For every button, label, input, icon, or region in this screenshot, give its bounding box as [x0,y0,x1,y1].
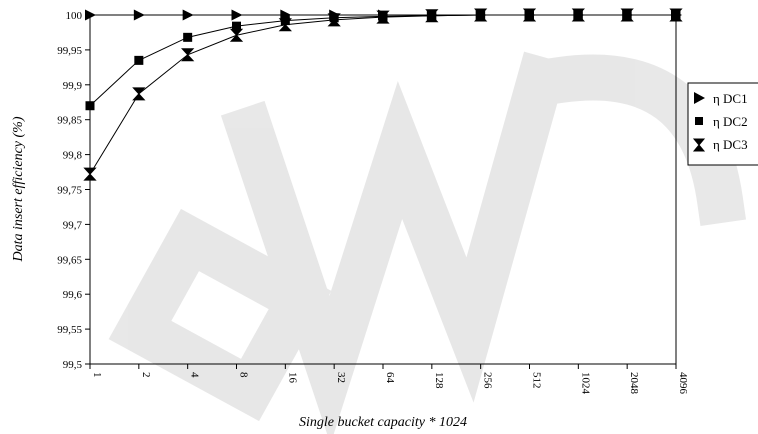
y-axis-label: Data insert efficiency (%) [11,116,26,262]
y-tick-label: 99,65 [57,254,82,266]
data-point [474,8,488,22]
data-point [522,8,537,22]
y-tick-label: 99,55 [57,324,82,336]
y-tick-label: 99,8 [63,150,83,162]
data-point [376,10,390,24]
legend-item-dc3: η DC3 [692,137,748,152]
data-point [327,13,341,27]
data-point [134,55,144,65]
data-point [425,9,439,23]
data-point [571,8,585,22]
x-tick-label: 256 [482,372,494,389]
y-tick-label: 99,7 [63,219,83,231]
data-point [278,18,292,32]
data-point [132,87,146,101]
x-tick-label: 4096 [677,372,689,395]
legend-item-dc1: η DC1 [694,91,748,106]
x-tick-label: 128 [433,372,445,389]
legend-item-dc2: η DC2 [695,114,748,129]
y-tick-label: 99,5 [63,359,83,371]
x-tick-label: 4 [189,372,201,378]
legend-label-dc1: η DC1 [713,91,748,106]
data-point [232,21,241,31]
x-tick-label: 2 [140,372,152,378]
x-tick-label: 1 [91,372,103,378]
watermark [108,51,747,434]
y-tick-label: 100 [66,10,83,22]
legend-label-dc3: η DC3 [713,137,748,152]
x-axis: 1 2 4 8 16 32 64 128 256 512 1024 2048 4096 [89,364,689,395]
hourglass-icon [692,138,706,152]
y-tick-label: 99,85 [57,115,82,127]
legend: η DC1 η DC2 η DC3 [687,82,758,166]
triangle-right-icon [694,92,705,104]
square-icon [695,117,703,125]
data-point [669,8,683,22]
y-tick-label: 99,6 [63,289,83,301]
x-tick-label: 8 [238,372,250,378]
x-tick-label: 512 [531,372,543,389]
x-tick-label: 16 [286,372,298,384]
y-tick-label: 99,95 [57,45,82,57]
x-tick-label: 64 [384,372,396,384]
data-point [133,9,145,21]
series-layer [83,8,683,181]
data-point [85,9,96,21]
series-3 [83,8,683,181]
x-tick-label: 2048 [628,372,640,395]
data-point [231,9,243,21]
y-tick-label: 99,75 [57,185,82,197]
y-axis: 99,5 99,55 99,6 99,65 99,7 99,75 99,8 99,85 99,9… [57,10,90,371]
data-point [181,48,195,62]
data-point [182,9,194,21]
data-point [83,167,97,181]
x-axis-label: Single bucket capacity * 1024 [299,415,467,430]
data-point [183,32,193,42]
legend-label-dc2: η DC2 [713,114,748,129]
data-point [620,8,634,22]
data-point [85,101,95,111]
x-tick-label: 32 [335,372,347,383]
x-tick-label: 1024 [579,372,591,395]
y-tick-label: 99,9 [63,80,83,92]
data-point [229,28,244,42]
